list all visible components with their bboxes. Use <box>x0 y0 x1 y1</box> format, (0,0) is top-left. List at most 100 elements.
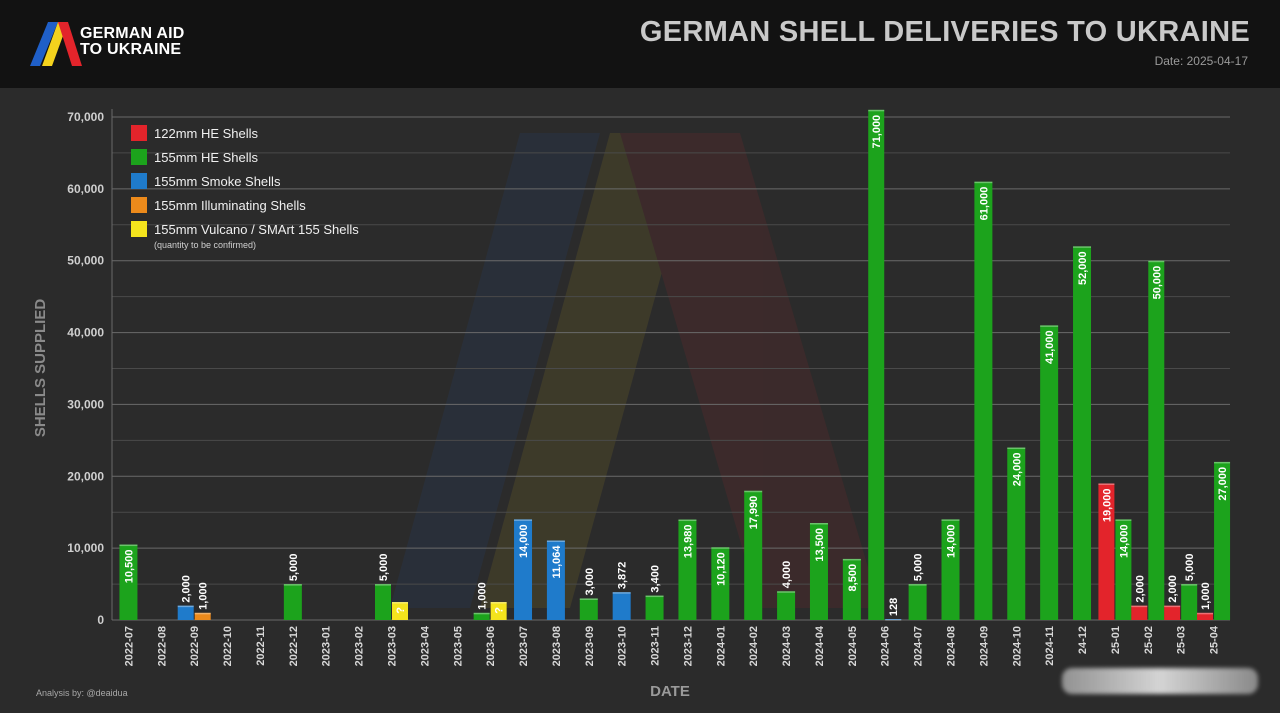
legend-label: 155mm Smoke Shells <box>154 174 281 189</box>
bar-top-highlight <box>490 602 507 604</box>
bar <box>490 602 507 620</box>
bar <box>283 584 302 620</box>
legend-swatch <box>131 149 147 165</box>
bar-top-highlight <box>645 595 664 598</box>
bar <box>941 519 960 620</box>
x-tick-label: 2022-11 <box>255 626 267 666</box>
bar <box>842 558 861 620</box>
bar <box>1007 447 1026 620</box>
bar-value-label: ? <box>494 607 506 614</box>
bar-value-label: 5,000 <box>913 554 925 582</box>
bar-value-label: 27,000 <box>1217 467 1229 501</box>
bar-value-label: 5,000 <box>288 554 300 582</box>
y-tick-labels: 0 10,000 20,000 30,000 40,000 50,000 60,000 70,… <box>67 110 104 627</box>
bar <box>777 591 796 620</box>
x-tick-label: 2024-05 <box>847 626 859 666</box>
x-tick-label: 2024-06 <box>880 626 892 666</box>
bar <box>119 544 138 620</box>
x-tick-label: 2023-12 <box>682 626 694 666</box>
y-axis-label: SHELLS SUPPLIED <box>32 299 49 438</box>
bar-top-highlight <box>119 544 138 547</box>
x-tick-label: 2024-04 <box>814 625 826 666</box>
y-tick-label: 50,000 <box>67 254 104 268</box>
legend-label: 122mm HE Shells <box>154 126 259 141</box>
legend-swatch <box>131 173 147 189</box>
bar <box>1073 246 1092 621</box>
bar-value-label: 19,000 <box>1101 488 1113 522</box>
bar <box>868 109 885 621</box>
legend-note: (quantity to be confirmed) <box>154 240 256 250</box>
header-bar: GERMAN AID TO UKRAINE GERMAN SHELL DELIV… <box>0 0 1280 88</box>
x-tick-label: 2024-09 <box>978 626 990 666</box>
y-tick-label: 0 <box>97 613 104 627</box>
bar <box>744 490 763 620</box>
bar-value-label: 1,000 <box>477 582 489 610</box>
bar <box>194 612 211 620</box>
bar-top-highlight <box>612 592 631 594</box>
bar-top-highlight <box>908 584 927 586</box>
bar-value-label: 10,120 <box>715 552 727 586</box>
date-label: Date: 2025-04-17 <box>1154 54 1248 68</box>
legend-swatch <box>131 221 147 237</box>
bar-top-highlight <box>1197 612 1214 615</box>
bar-value-label: 3,872 <box>617 562 629 590</box>
bar-value-label: 1,000 <box>1200 582 1212 610</box>
legend: 122mm HE Shells 155mm HE Shells 155mm Smok… <box>131 125 359 250</box>
bar-value-label: 8,500 <box>847 564 859 592</box>
bar-top-highlight <box>941 519 960 521</box>
y-tick-label: 70,000 <box>67 110 104 124</box>
bar-value-label: 5,000 <box>378 554 390 582</box>
x-tick-label: 2022-08 <box>156 626 168 666</box>
bar-top-highlight <box>177 605 194 608</box>
bar-value-label: 52,000 <box>1077 251 1089 285</box>
bar <box>1131 605 1148 620</box>
bar <box>375 584 391 620</box>
bar <box>1098 483 1115 620</box>
bar-value-label: 14,000 <box>1118 524 1130 558</box>
bar-top-highlight <box>678 519 697 522</box>
bar <box>809 522 828 620</box>
logo-line2: TO UKRAINE <box>80 41 182 58</box>
x-tick-label: 2023-11 <box>650 626 662 666</box>
bar <box>473 612 490 620</box>
bar-value-label: 3,400 <box>650 565 662 593</box>
bar-value-label: 1,000 <box>198 582 210 610</box>
bar-top-highlight <box>1098 483 1115 485</box>
logo-text: GERMAN AID TO UKRAINE <box>80 26 185 58</box>
legend-label: 155mm HE Shells <box>154 150 259 165</box>
bar-value-label: 41,000 <box>1044 330 1056 364</box>
bar-top-highlight <box>1131 605 1148 608</box>
bar-top-highlight <box>1148 260 1165 263</box>
bar <box>1214 461 1231 620</box>
legend-swatch <box>131 197 147 213</box>
bar-top-highlight <box>1007 447 1026 450</box>
x-tick-label: 2024-03 <box>781 626 793 666</box>
bar-top-highlight <box>842 558 861 561</box>
legend-swatch <box>131 125 147 141</box>
x-axis-label: DATE <box>650 683 690 700</box>
x-tick-label: 24-12 <box>1077 626 1089 654</box>
bar-top-highlight <box>1073 246 1092 248</box>
bar <box>612 592 631 620</box>
bar-top-highlight <box>514 519 533 521</box>
bar-value-label: 4,000 <box>781 561 793 589</box>
bar-top-highlight <box>711 547 730 549</box>
bar <box>1197 612 1214 620</box>
bar-top-highlight <box>809 522 828 525</box>
y-tick-label: 10,000 <box>67 541 104 555</box>
x-tick-label: 2023-09 <box>584 626 596 666</box>
bar <box>546 540 565 620</box>
bar-value-label: 17,990 <box>748 496 760 530</box>
bar-value-label: 11,064 <box>551 545 563 579</box>
x-tick-label: 2022-10 <box>222 626 234 666</box>
bar <box>645 595 664 620</box>
logo-icon <box>30 22 82 66</box>
bar-value-label: 2,000 <box>1167 575 1179 603</box>
bar-value-label: 13,980 <box>682 525 694 559</box>
legend-label: 155mm Illuminating Shells <box>154 198 306 213</box>
x-tick-label: 2022-12 <box>288 626 300 666</box>
bar-value-label: ? <box>395 607 407 614</box>
bar-value-label: 14,000 <box>518 524 530 558</box>
bar-value-label: 2,000 <box>181 575 193 603</box>
bar-top-highlight <box>1040 325 1059 327</box>
